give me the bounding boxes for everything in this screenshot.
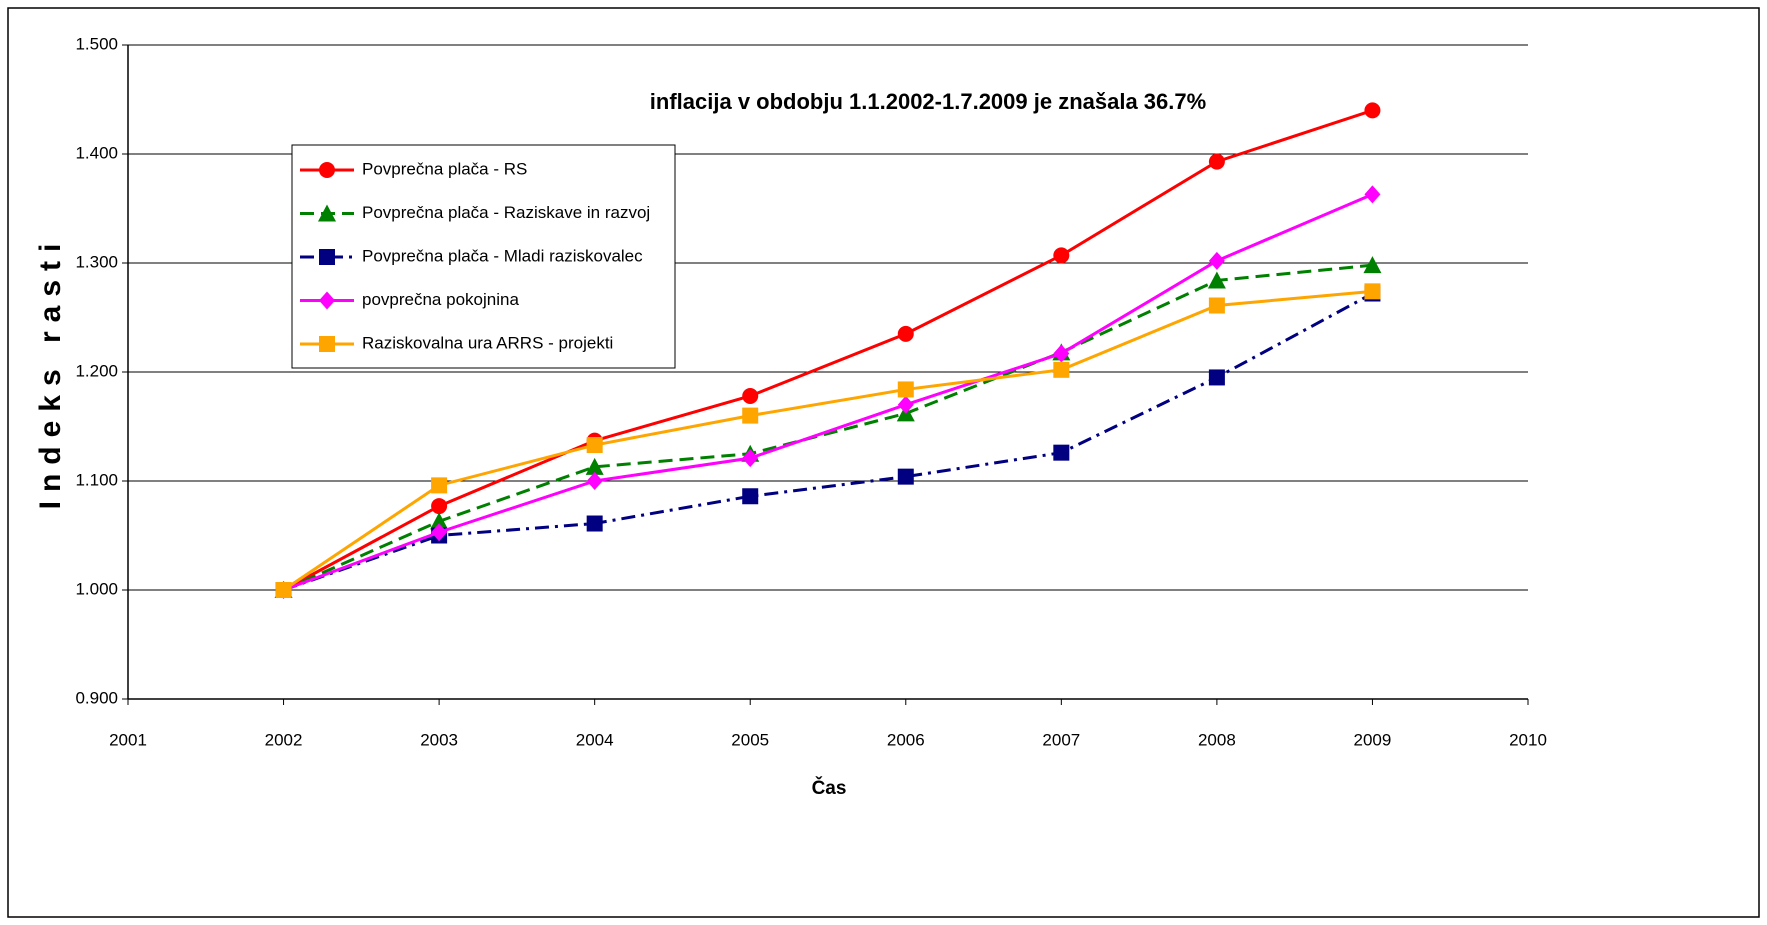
legend-marker xyxy=(319,291,335,310)
legend-label: Povprečna plača - RS xyxy=(362,159,527,178)
series-line xyxy=(283,192,1374,592)
x-tick-label: 2001 xyxy=(109,730,147,749)
x-tick-label: 2008 xyxy=(1198,730,1236,749)
marker xyxy=(586,437,603,454)
marker xyxy=(275,582,292,598)
y-tick-label: 1.300 xyxy=(75,252,118,271)
series-line xyxy=(283,292,1374,592)
x-tick-label: 2003 xyxy=(420,730,458,749)
marker xyxy=(897,381,914,398)
marker xyxy=(897,468,914,485)
marker xyxy=(1208,297,1225,314)
marker xyxy=(1364,102,1381,119)
x-tick-label: 2002 xyxy=(265,730,303,749)
legend-marker xyxy=(319,162,335,178)
marker xyxy=(585,457,604,475)
marker xyxy=(586,515,603,532)
marker xyxy=(1364,185,1381,204)
marker xyxy=(431,477,448,494)
marker xyxy=(1208,153,1225,170)
marker xyxy=(430,512,449,530)
marker xyxy=(1053,361,1070,378)
y-tick-label: 1.100 xyxy=(75,470,118,489)
legend-label: Raziskovalna ura ARRS - projekti xyxy=(362,333,613,352)
legend-label: Povprečna plača - Mladi raziskovalec xyxy=(362,246,643,265)
chart-border xyxy=(7,7,1760,918)
series-line xyxy=(282,108,1373,592)
legend-marker xyxy=(319,249,335,265)
marker xyxy=(1053,247,1070,264)
marker xyxy=(431,498,448,515)
marker xyxy=(897,325,914,342)
annotation: inflacija v obdobju 1.1.2002-1.7.2009 je… xyxy=(650,89,1206,114)
marker xyxy=(742,449,759,468)
x-tick-label: 2007 xyxy=(1042,730,1080,749)
marker xyxy=(1053,444,1070,461)
y-tick-label: 1.500 xyxy=(75,34,118,53)
x-tick-label: 2006 xyxy=(887,730,925,749)
marker xyxy=(1363,256,1382,274)
marker xyxy=(742,488,759,505)
marker xyxy=(431,523,448,542)
marker xyxy=(1364,283,1381,300)
y-tick-label: 0.900 xyxy=(75,688,118,707)
x-axis-label: Čas xyxy=(812,777,847,799)
marker xyxy=(586,472,603,490)
x-tick-label: 2004 xyxy=(576,730,614,749)
marker xyxy=(1207,271,1226,289)
marker xyxy=(897,395,914,414)
y-axis-label: Indeks rasti xyxy=(34,235,67,510)
series-line xyxy=(282,263,1373,592)
marker xyxy=(1053,344,1070,363)
x-tick-label: 2005 xyxy=(731,730,769,749)
legend-marker xyxy=(319,336,335,352)
x-tick-label: 2010 xyxy=(1509,730,1547,749)
legend-box xyxy=(291,144,676,369)
legend-label: povprečna pokojnina xyxy=(362,290,519,309)
x-tick-label: 2009 xyxy=(1354,730,1392,749)
marker xyxy=(1208,369,1225,386)
y-tick-label: 1.000 xyxy=(75,579,118,598)
series-line xyxy=(282,289,1373,592)
legend-marker xyxy=(318,204,336,222)
marker xyxy=(1208,251,1225,270)
marker xyxy=(742,407,759,424)
y-tick-label: 1.200 xyxy=(75,361,118,380)
marker xyxy=(742,387,759,404)
y-tick-label: 1.400 xyxy=(75,143,118,162)
legend-label: Povprečna plača - Raziskave in razvoj xyxy=(362,203,650,222)
